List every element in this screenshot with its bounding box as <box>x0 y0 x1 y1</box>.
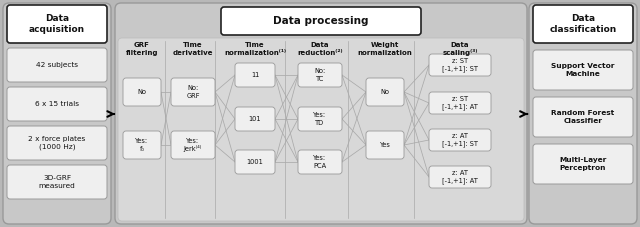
Text: z: ST
[-1,+1]: AT: z: ST [-1,+1]: AT <box>442 96 478 110</box>
Text: GRF
filtering: GRF filtering <box>125 42 158 56</box>
FancyBboxPatch shape <box>221 7 421 35</box>
FancyBboxPatch shape <box>533 144 633 184</box>
FancyBboxPatch shape <box>533 50 633 90</box>
Text: Data
reduction⁽²⁾: Data reduction⁽²⁾ <box>297 42 343 56</box>
Text: Yes:
f₀: Yes: f₀ <box>136 138 148 152</box>
Text: 11: 11 <box>251 72 259 78</box>
Text: 2 x force plates
(1000 Hz): 2 x force plates (1000 Hz) <box>28 136 86 150</box>
FancyBboxPatch shape <box>7 126 107 160</box>
FancyBboxPatch shape <box>529 3 637 224</box>
FancyBboxPatch shape <box>366 131 404 159</box>
FancyBboxPatch shape <box>298 107 342 131</box>
Text: Yes:
Jerk⁽⁴⁾: Yes: Jerk⁽⁴⁾ <box>184 138 202 152</box>
FancyBboxPatch shape <box>7 165 107 199</box>
FancyBboxPatch shape <box>7 87 107 121</box>
Text: 1001: 1001 <box>246 159 264 165</box>
FancyBboxPatch shape <box>7 48 107 82</box>
Text: No: No <box>381 89 390 95</box>
Text: 42 subjects: 42 subjects <box>36 62 78 68</box>
Text: Yes: Yes <box>380 142 390 148</box>
Text: No:
GRF: No: GRF <box>186 85 200 99</box>
Text: No: No <box>138 89 147 95</box>
FancyBboxPatch shape <box>123 131 161 159</box>
FancyBboxPatch shape <box>533 5 633 43</box>
FancyBboxPatch shape <box>429 129 491 151</box>
FancyBboxPatch shape <box>115 3 527 224</box>
FancyBboxPatch shape <box>298 63 342 87</box>
Text: Time
derivative: Time derivative <box>173 42 213 56</box>
FancyBboxPatch shape <box>235 63 275 87</box>
Text: 101: 101 <box>249 116 261 122</box>
FancyBboxPatch shape <box>429 92 491 114</box>
FancyBboxPatch shape <box>533 97 633 137</box>
Text: 3D-GRF
measured: 3D-GRF measured <box>38 175 76 189</box>
FancyBboxPatch shape <box>123 78 161 106</box>
Text: z: AT
[-1,+1]: ST: z: AT [-1,+1]: ST <box>442 133 478 147</box>
FancyBboxPatch shape <box>235 107 275 131</box>
Text: Data
classification: Data classification <box>549 14 616 34</box>
Text: Random Forest
Classifier: Random Forest Classifier <box>552 110 614 124</box>
FancyBboxPatch shape <box>429 166 491 188</box>
FancyBboxPatch shape <box>298 150 342 174</box>
FancyBboxPatch shape <box>3 3 111 224</box>
Text: Weight
normalization: Weight normalization <box>358 42 412 56</box>
Text: Data
scaling⁽³⁾: Data scaling⁽³⁾ <box>442 42 477 56</box>
Text: z: AT
[-1,+1]: AT: z: AT [-1,+1]: AT <box>442 170 478 184</box>
FancyBboxPatch shape <box>235 150 275 174</box>
FancyBboxPatch shape <box>366 78 404 106</box>
Text: 6 x 15 trials: 6 x 15 trials <box>35 101 79 107</box>
Text: Time
normalization⁽¹⁾: Time normalization⁽¹⁾ <box>224 42 286 56</box>
Text: Support Vector
Machine: Support Vector Machine <box>551 63 615 77</box>
Text: No:
TC: No: TC <box>314 68 326 82</box>
Text: Data processing: Data processing <box>273 16 369 26</box>
FancyBboxPatch shape <box>118 38 524 221</box>
FancyBboxPatch shape <box>171 131 215 159</box>
Text: Yes:
TD: Yes: TD <box>314 112 326 126</box>
Text: Data
acquisition: Data acquisition <box>29 14 85 34</box>
Text: Multi-Layer
Perceptron: Multi-Layer Perceptron <box>559 157 607 171</box>
Text: Yes:
PCA: Yes: PCA <box>314 155 326 169</box>
FancyBboxPatch shape <box>429 54 491 76</box>
Text: z: ST
[-1,+1]: ST: z: ST [-1,+1]: ST <box>442 58 478 72</box>
FancyBboxPatch shape <box>7 5 107 43</box>
FancyBboxPatch shape <box>171 78 215 106</box>
